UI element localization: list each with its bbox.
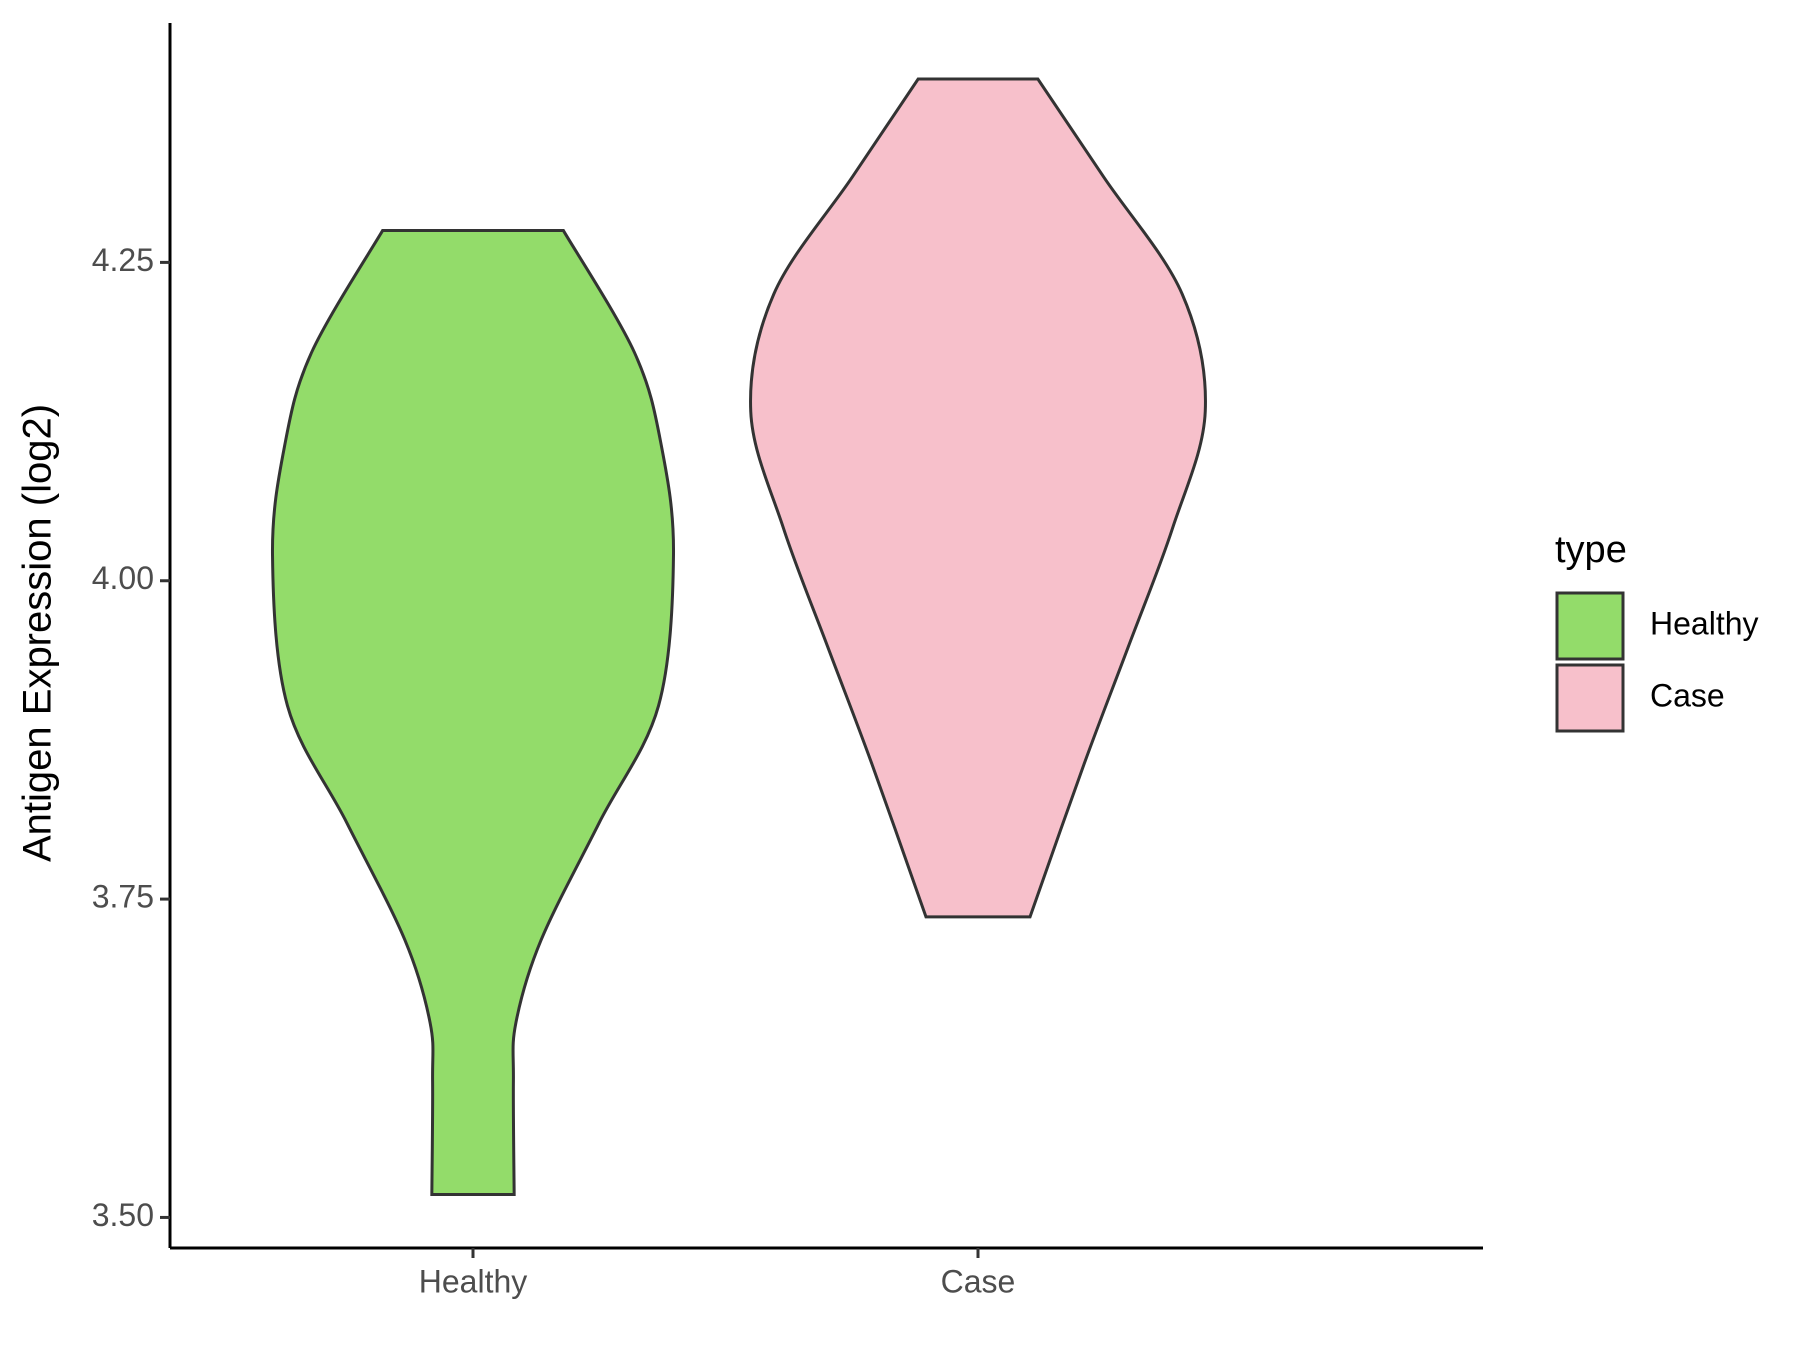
- legend-title: type: [1555, 529, 1627, 571]
- y-tick-label: 4.00: [92, 560, 154, 596]
- violin: [749, 77, 1207, 919]
- y-axis-label: Antigen Expression (log2): [16, 404, 60, 862]
- x-tick-label: Case: [941, 1263, 1016, 1299]
- legend-label: Case: [1650, 677, 1725, 713]
- legend-swatch: [1555, 663, 1625, 733]
- y-tick-label: 3.50: [92, 1197, 154, 1233]
- x-tick-label: Healthy: [419, 1263, 528, 1299]
- violin: [271, 229, 675, 1197]
- y-tick-label: 4.25: [92, 242, 154, 278]
- legend-label: Healthy: [1650, 605, 1759, 641]
- y-tick-label: 3.75: [92, 879, 154, 915]
- legend-swatch: [1555, 591, 1625, 661]
